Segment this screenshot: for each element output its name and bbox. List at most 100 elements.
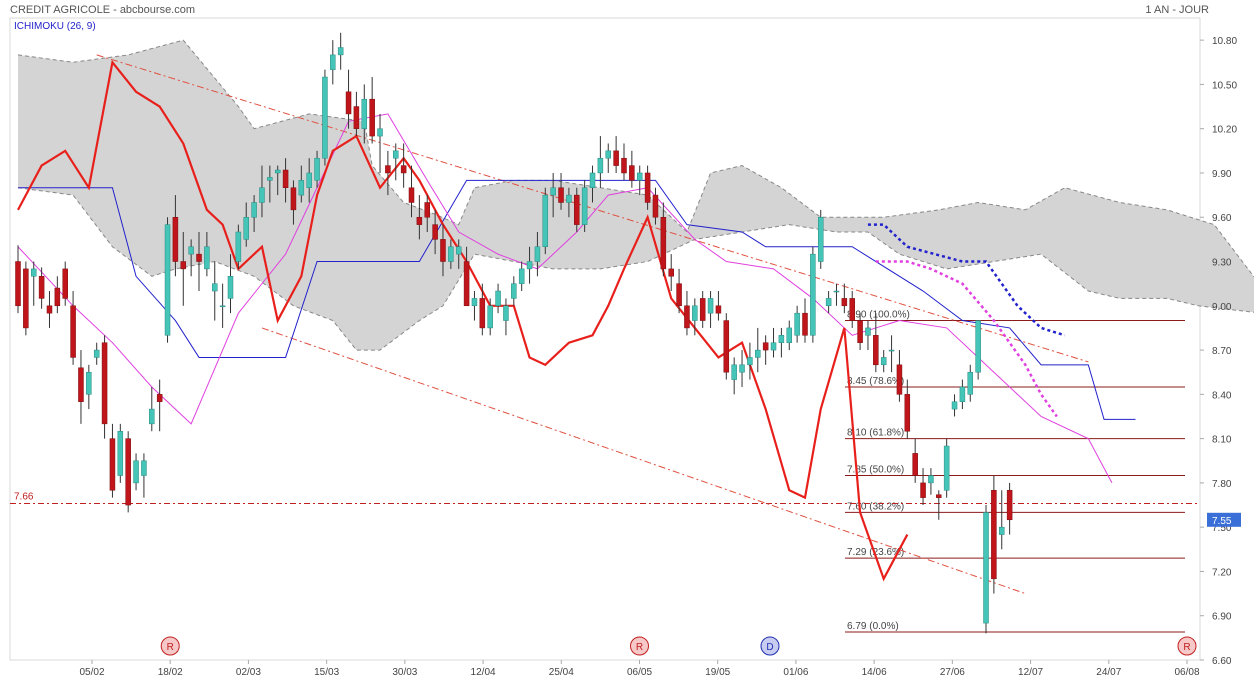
candle-body <box>204 246 210 270</box>
candle-body <box>526 261 533 270</box>
x-tick-label: 25/04 <box>549 667 574 678</box>
fib-level-label: 8.45 (78.6%) <box>847 376 904 387</box>
axes: 10.80 10.50 10.20 9.90 9.60 9.30 9.00 8.70 8.40 8… <box>79 36 1241 678</box>
candle-body <box>928 475 934 484</box>
candle-body <box>699 298 706 321</box>
candle-body <box>629 165 635 181</box>
candle-body <box>290 187 297 211</box>
candle-body <box>70 305 76 358</box>
candle-body <box>353 106 360 129</box>
candle-body <box>361 98 368 129</box>
candle-body <box>495 290 501 307</box>
fib-level-label: 7.85 (50.0%) <box>847 465 904 476</box>
candle-body <box>369 98 375 137</box>
senkou-span-a <box>17 39 1254 278</box>
candle-body <box>306 172 312 188</box>
candle-body <box>581 187 588 225</box>
candle-body <box>38 276 45 299</box>
candle-body <box>54 287 61 307</box>
candle-body <box>888 349 895 352</box>
candle-body <box>101 342 108 425</box>
candle-body <box>550 187 556 196</box>
candle-body <box>983 512 989 624</box>
fib-level-label: 6.79 (0.0%) <box>847 621 899 632</box>
candle-body <box>251 202 257 218</box>
period-label[interactable]: 1 AN - JOUR <box>1145 4 1209 16</box>
candle-body <box>345 91 352 115</box>
y-tick-label: 6.60 <box>1212 656 1232 667</box>
y-tick-label: 10.80 <box>1212 36 1237 47</box>
candle-body <box>408 187 415 203</box>
candle-body <box>621 157 627 174</box>
marker-circle[interactable] <box>1177 636 1197 656</box>
x-tick-label: 14/06 <box>862 667 887 678</box>
candle-body <box>880 357 887 366</box>
y-tick-label: 8.70 <box>1212 346 1232 357</box>
marker-letter: R <box>1183 642 1190 653</box>
candle-body <box>739 364 745 373</box>
candle-body <box>857 320 863 343</box>
candle-body <box>676 283 682 307</box>
candle-body <box>723 320 730 373</box>
candle-body <box>794 312 800 336</box>
candle-body <box>274 169 281 174</box>
marker-circle[interactable] <box>160 636 180 656</box>
candle-body <box>597 157 604 174</box>
y-tick-label: 7.20 <box>1212 567 1232 578</box>
x-tick-label: 12/04 <box>471 667 496 678</box>
y-tick-label: 9.00 <box>1212 302 1232 313</box>
candle-body <box>141 460 147 476</box>
candle-body <box>259 187 265 203</box>
candle-body <box>377 128 383 137</box>
trendlines: 7.66 <box>10 54 1200 595</box>
candle-body <box>707 298 714 314</box>
candle-body <box>330 54 336 70</box>
candle-body <box>967 371 974 395</box>
marker-circle[interactable] <box>630 636 649 656</box>
candle-body <box>400 165 407 174</box>
candle-body <box>778 335 785 343</box>
candle-body <box>534 246 541 262</box>
candle-body <box>164 224 171 336</box>
last-price-label: 7.55 <box>1212 516 1232 527</box>
candle-body <box>873 335 879 366</box>
candle-body <box>731 364 737 380</box>
last-price-tag <box>1207 512 1241 527</box>
candle-body <box>196 253 202 262</box>
marker-d[interactable]: D <box>760 636 780 656</box>
candle-body <box>896 364 903 395</box>
y-tick-label: 7.80 <box>1212 479 1232 490</box>
candle-body <box>149 408 155 425</box>
candle-body <box>912 453 918 476</box>
candle-body <box>786 327 793 343</box>
candle-body <box>566 194 572 203</box>
candle-body <box>172 216 179 262</box>
candle-body <box>920 482 926 498</box>
candle-body <box>644 172 651 203</box>
candle-body <box>991 490 997 580</box>
marker-r[interactable]: R <box>1177 636 1197 656</box>
candle-body <box>432 224 438 240</box>
marker-r[interactable]: R <box>160 636 180 656</box>
candle-body <box>684 305 690 329</box>
candle-body <box>692 305 698 321</box>
candle-body <box>385 165 391 174</box>
candle-body <box>46 305 53 314</box>
candle-body <box>943 445 950 491</box>
candle-body <box>416 216 423 225</box>
candle-body <box>219 305 226 308</box>
candle-body <box>652 194 659 218</box>
candle-body <box>235 231 242 262</box>
trendline <box>96 54 1089 363</box>
candle-body <box>314 157 320 181</box>
candle-body <box>440 239 446 262</box>
marker-circle[interactable] <box>760 636 780 656</box>
candle-body <box>463 261 470 307</box>
senkou-span-b <box>17 187 1254 351</box>
candle-body <box>267 177 273 181</box>
candle-body <box>975 320 981 373</box>
candle-body <box>904 394 911 432</box>
marker-r[interactable]: R <box>630 636 649 656</box>
x-tick-label: 30/03 <box>392 667 417 678</box>
